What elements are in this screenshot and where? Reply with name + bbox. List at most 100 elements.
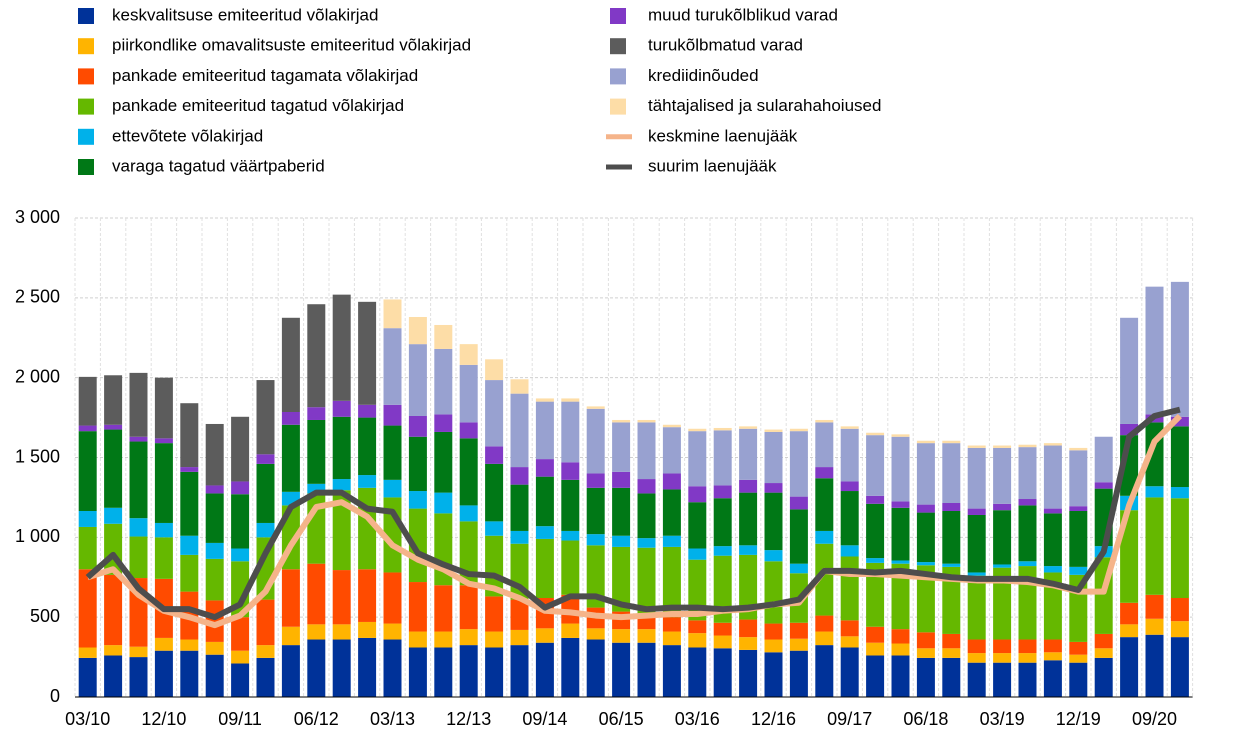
bar-segment bbox=[891, 563, 910, 630]
bar-segment bbox=[358, 417, 377, 476]
bar-segment bbox=[840, 620, 859, 637]
bar-segment bbox=[713, 427, 732, 431]
bar-segment bbox=[713, 498, 732, 547]
bar-segment bbox=[586, 545, 605, 608]
bar-segment bbox=[840, 481, 859, 492]
y-tick-label: 3 000 bbox=[15, 207, 60, 227]
bar-segment bbox=[586, 639, 605, 697]
bar-segment bbox=[383, 299, 402, 329]
bar-segment bbox=[281, 626, 300, 646]
bar-segment bbox=[967, 662, 986, 697]
bar-segment bbox=[129, 441, 148, 519]
bar-segment bbox=[840, 545, 859, 557]
bar-segment bbox=[764, 429, 783, 432]
y-tick-label: 0 bbox=[50, 686, 60, 706]
bar-segment bbox=[358, 569, 377, 622]
bar-segment bbox=[916, 632, 935, 649]
bar-segment bbox=[561, 530, 580, 541]
bar-segment bbox=[281, 569, 300, 627]
bar-segment bbox=[358, 637, 377, 697]
bar-segment bbox=[1018, 653, 1037, 663]
bar-segment bbox=[180, 639, 199, 651]
bar-segment bbox=[332, 479, 351, 491]
bar-segment bbox=[256, 522, 275, 538]
bar-segment bbox=[1018, 444, 1037, 448]
bar-segment bbox=[78, 526, 97, 570]
bar-segment bbox=[1018, 499, 1037, 506]
bar-segment bbox=[205, 641, 224, 655]
bar-segment bbox=[967, 575, 986, 640]
bar-segment bbox=[916, 440, 935, 444]
bar-segment bbox=[1043, 639, 1062, 653]
bar-segment bbox=[993, 662, 1012, 697]
bar-segment bbox=[815, 530, 834, 544]
bar-segment bbox=[307, 563, 326, 625]
bar-segment bbox=[231, 650, 250, 664]
bar-segment bbox=[637, 547, 656, 615]
bar-segment bbox=[1069, 654, 1088, 663]
bar-segment bbox=[154, 537, 173, 579]
bar-segment bbox=[942, 510, 961, 564]
bar-segment bbox=[104, 375, 123, 425]
bar-segment bbox=[510, 484, 529, 531]
bar-segment bbox=[561, 637, 580, 697]
bar-segment bbox=[739, 492, 758, 546]
bar-segment bbox=[535, 526, 554, 539]
bar-segment bbox=[180, 403, 199, 468]
bar-segment bbox=[205, 542, 224, 559]
bar-segment bbox=[789, 431, 808, 497]
bar-segment bbox=[434, 631, 453, 648]
bar-segment bbox=[612, 642, 631, 697]
bar-segment bbox=[942, 563, 961, 567]
x-tick-label: 12/13 bbox=[446, 709, 491, 729]
bar-segment bbox=[154, 377, 173, 439]
bar-segment bbox=[1043, 660, 1062, 697]
bar-segment bbox=[942, 633, 961, 649]
bar-segment bbox=[739, 428, 758, 480]
bar-segment bbox=[408, 631, 427, 648]
bar-segment bbox=[840, 428, 859, 482]
bar-segment bbox=[840, 426, 859, 429]
bar-segment bbox=[586, 534, 605, 546]
bar-segment bbox=[129, 518, 148, 537]
bar-segment bbox=[662, 427, 681, 474]
bar-segment bbox=[129, 536, 148, 579]
x-tick-label: 03/16 bbox=[675, 709, 720, 729]
bar-segment bbox=[1094, 648, 1113, 658]
bar-segment bbox=[891, 436, 910, 502]
bar-segment bbox=[891, 560, 910, 564]
legend-label: ettevõtete võlakirjad bbox=[112, 126, 263, 145]
bar-segment bbox=[739, 554, 758, 620]
bar-segment bbox=[993, 653, 1012, 663]
bar-segment bbox=[942, 503, 961, 511]
bar-segment bbox=[637, 642, 656, 697]
bar-segment bbox=[1069, 662, 1088, 697]
bar-segment bbox=[789, 638, 808, 651]
bar-segment bbox=[662, 473, 681, 490]
bar-segment bbox=[789, 509, 808, 564]
bar-segment bbox=[993, 447, 1012, 504]
bar-segment bbox=[1043, 508, 1062, 514]
legend-label: muud turukõlblikud varad bbox=[648, 5, 838, 24]
bar-segment bbox=[256, 463, 275, 523]
bar-segment bbox=[1018, 662, 1037, 697]
bar-segment bbox=[1069, 566, 1088, 575]
bar-segment bbox=[891, 629, 910, 644]
legend-swatch bbox=[78, 38, 94, 55]
legend-swatch bbox=[78, 68, 94, 85]
bar-segment bbox=[1170, 498, 1189, 599]
bar-segment bbox=[815, 422, 834, 468]
bar-segment bbox=[408, 415, 427, 437]
bar-segment bbox=[459, 364, 478, 423]
bar-segment bbox=[993, 445, 1012, 448]
bar-segment bbox=[713, 635, 732, 649]
bar-segment bbox=[104, 429, 123, 508]
legend-swatch bbox=[78, 128, 94, 145]
bar-segment bbox=[434, 348, 453, 415]
x-tick-label: 03/10 bbox=[65, 709, 110, 729]
bar-segment bbox=[281, 645, 300, 697]
bar-segment bbox=[942, 657, 961, 697]
bar-segment bbox=[180, 535, 199, 555]
bar-segment bbox=[1170, 621, 1189, 638]
